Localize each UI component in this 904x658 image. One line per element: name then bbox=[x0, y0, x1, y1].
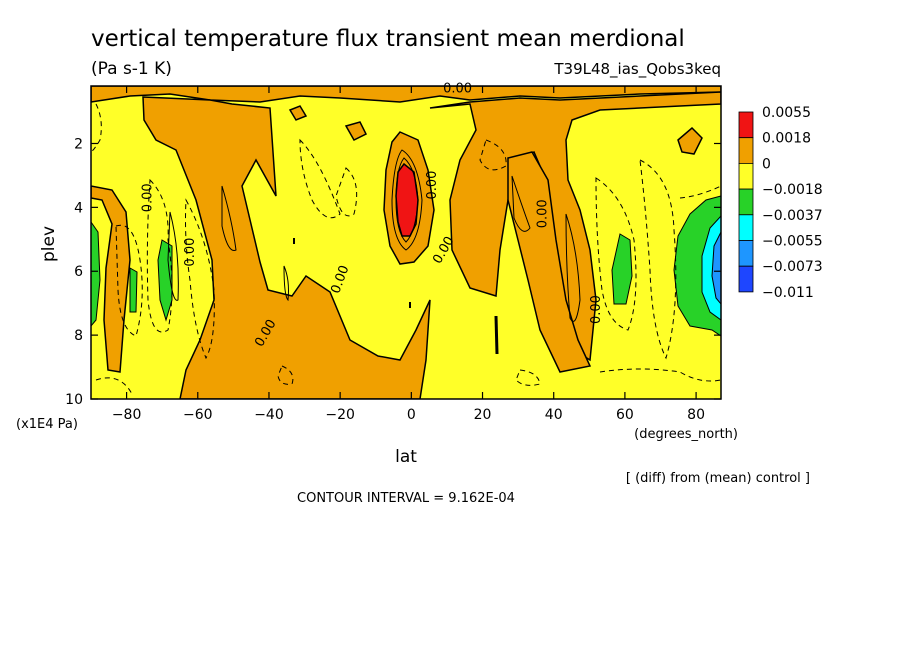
negative-contours bbox=[91, 103, 721, 395]
legend-swatch-6 bbox=[738, 265, 754, 293]
legend-swatch-5 bbox=[738, 240, 754, 267]
contour-fill-green-60 bbox=[611, 233, 633, 305]
x-tick-label-3: −20 bbox=[325, 407, 355, 423]
x-tick-label-0: −80 bbox=[112, 407, 142, 423]
x-tick-label-5: 20 bbox=[474, 407, 492, 423]
x-tick-label-4: 0 bbox=[407, 407, 416, 423]
dashed-contour-4 bbox=[185, 198, 215, 360]
diff-note: [ (diff) from (mean) control ] bbox=[626, 471, 810, 486]
dashed-contour-11 bbox=[515, 369, 541, 386]
contour-label-2: 0.00 bbox=[425, 171, 440, 200]
x-axis: −80 −60 −40 −20 0 20 40 60 80 bbox=[112, 86, 705, 423]
contour-label-8: 0.00 bbox=[589, 295, 604, 324]
y-axis-units: (x1E4 Pa) bbox=[16, 417, 78, 432]
contour-fill-orange-mid-left bbox=[142, 96, 431, 399]
contour-fill-orange-right-tower bbox=[429, 91, 721, 362]
y-axis-label: plev bbox=[39, 226, 59, 262]
contour-fill-blue-right bbox=[711, 231, 721, 305]
legend-swatch-4 bbox=[738, 214, 754, 241]
inner-contour-center-1 bbox=[391, 149, 423, 251]
x-tick-label-6: 40 bbox=[545, 407, 563, 423]
legend-label-4: −0.0037 bbox=[762, 208, 823, 224]
dashed-contour-3 bbox=[115, 224, 143, 337]
legend-label-1: 0.0018 bbox=[762, 131, 811, 147]
contour-fill-orange-blob-a bbox=[344, 121, 368, 141]
run-label: T39L48_ias_Qobs3keq bbox=[553, 60, 721, 79]
chart-title: vertical temperature flux transient mean… bbox=[91, 26, 685, 52]
x-tick-label-7: 60 bbox=[616, 407, 634, 423]
x-tick-label-2: −40 bbox=[254, 407, 284, 423]
contour-fill-green-left-b bbox=[129, 267, 138, 313]
contour-interval-text: CONTOUR INTERVAL = 9.162E-04 bbox=[297, 491, 515, 506]
y-axis: 2 4 6 8 10 bbox=[65, 136, 721, 408]
contour-fill-orange-blob-b bbox=[288, 105, 308, 121]
legend-swatch-3 bbox=[738, 188, 754, 216]
y-tick-label-1: 4 bbox=[74, 200, 83, 216]
y-tick-label-0: 2 bbox=[74, 136, 83, 152]
plot-area: 0.000.00 0.000.000.00 0.000.000.000.00 bbox=[90, 81, 722, 400]
legend-swatch-2 bbox=[738, 162, 754, 190]
dashed-contour-12 bbox=[95, 377, 133, 395]
dashed-contour-8 bbox=[595, 177, 637, 331]
dashed-contour-5 bbox=[299, 138, 341, 219]
legend: 0.0055 0.0018 0 −0.0018 −0.0037 −0.0055 −0.007… bbox=[738, 105, 823, 301]
inner-contour-30 bbox=[511, 175, 531, 232]
contour-label-4: 0.00 bbox=[183, 238, 198, 267]
legend-label-5: −0.0055 bbox=[762, 234, 823, 250]
dashed-contour-6 bbox=[335, 167, 358, 217]
legend-label-7: −0.011 bbox=[762, 285, 814, 301]
inner-contour-center-2 bbox=[395, 157, 419, 243]
legend-label-6: −0.0073 bbox=[762, 259, 823, 275]
legend-swatch-1 bbox=[738, 137, 754, 164]
contour-fill-orange-left-strip bbox=[91, 185, 131, 373]
y-tick-label-2: 6 bbox=[74, 264, 83, 280]
legend-label-3: −0.0018 bbox=[762, 182, 823, 198]
contour-label-0: 0.00 bbox=[443, 81, 472, 96]
dashed-contour-9 bbox=[639, 159, 677, 360]
inner-contour-40 bbox=[565, 213, 581, 322]
legend-swatch-0 bbox=[738, 111, 754, 139]
legend-label-0: 0.0055 bbox=[762, 105, 811, 121]
x-tick-label-1: −60 bbox=[183, 407, 213, 423]
dashed-contour-2 bbox=[146, 178, 173, 333]
inner-contour-m35 bbox=[283, 265, 289, 302]
dashed-contour-7 bbox=[479, 139, 507, 171]
chart-subtitle: (Pa s-1 K) bbox=[91, 59, 172, 79]
x-tick-label-8: 80 bbox=[687, 407, 705, 423]
dashed-contour-14 bbox=[679, 185, 721, 199]
y-tick-label-4: 10 bbox=[65, 392, 83, 408]
positive-contours bbox=[167, 149, 581, 322]
dashed-contour-13 bbox=[599, 368, 721, 382]
contour-fill-orange-blob-c bbox=[677, 126, 703, 155]
contour-tick-20 bbox=[494, 315, 499, 355]
filled-contours bbox=[91, 86, 721, 399]
contour-label-3: 0.00 bbox=[536, 199, 551, 228]
x-axis-label: lat bbox=[395, 447, 417, 467]
contour-label-1: 0.00 bbox=[141, 183, 156, 212]
contour-label-layer: 0.000.00 0.000.000.00 0.000.000.000.00 bbox=[141, 81, 604, 349]
y-tick-label-3: 8 bbox=[74, 328, 83, 344]
inner-contour-m70 bbox=[167, 211, 179, 301]
contour-fill-orange-top-band bbox=[91, 86, 721, 103]
plot-frame bbox=[90, 85, 722, 400]
dashed-contour-1 bbox=[91, 103, 102, 153]
dashed-contour-10 bbox=[277, 365, 294, 385]
x-axis-units: (degrees_north) bbox=[634, 427, 738, 442]
contour-fill-green-edge bbox=[91, 221, 101, 327]
inner-contour-m60 bbox=[221, 185, 237, 251]
legend-label-2: 0 bbox=[762, 156, 771, 172]
